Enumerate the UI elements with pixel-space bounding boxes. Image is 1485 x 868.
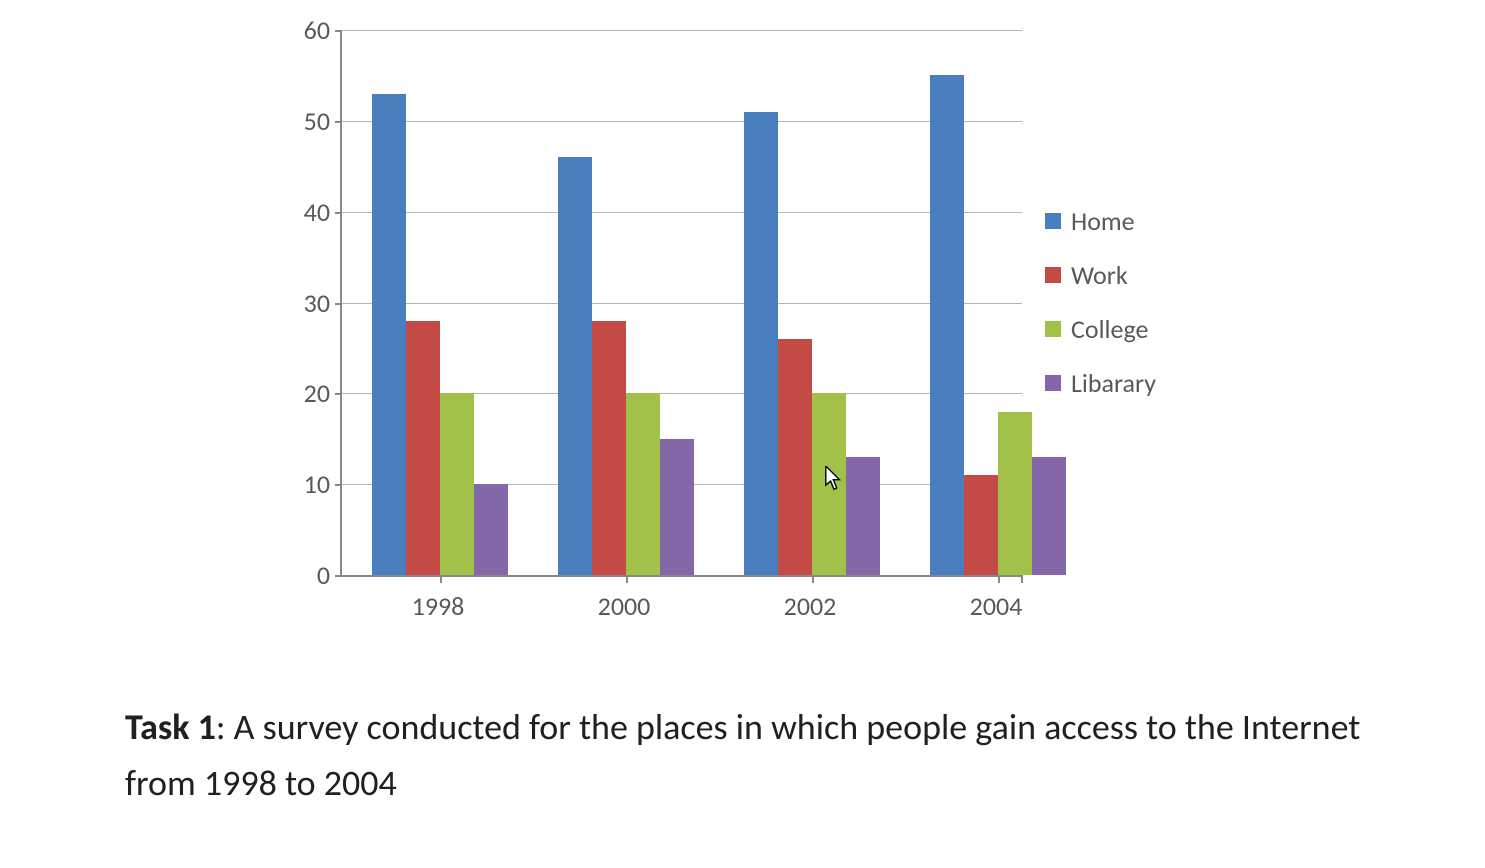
y-tick-label: 60	[285, 14, 330, 46]
y-tick	[335, 393, 342, 395]
x-tick	[626, 575, 628, 583]
x-tick	[812, 575, 814, 583]
bar	[660, 439, 694, 575]
y-tick-label: 20	[285, 377, 330, 409]
x-tick-label: 2000	[598, 590, 651, 622]
task-caption: Task 1: A survey conducted for the place…	[125, 700, 1375, 812]
y-axis-labels: 0 10 20 30 40 50 60	[285, 10, 340, 600]
y-tick-label: 50	[285, 105, 330, 137]
caption-text: : A survey conducted for the places in w…	[125, 705, 1360, 805]
bar	[406, 321, 440, 575]
legend-swatch	[1045, 213, 1061, 229]
x-tick-label: 2002	[784, 590, 837, 622]
y-tick-label: 40	[285, 196, 330, 228]
legend-swatch	[1045, 375, 1061, 391]
legend-swatch	[1045, 267, 1061, 283]
bar	[558, 157, 592, 575]
caption-bold: Task 1	[125, 705, 216, 749]
bar	[964, 475, 998, 575]
y-tick	[335, 212, 342, 214]
y-tick	[335, 30, 342, 32]
x-tick	[1021, 575, 1023, 583]
x-tick	[440, 575, 442, 583]
y-tick	[335, 484, 342, 486]
x-tick-label: 2004	[970, 590, 1023, 622]
legend: Home Work College Libarary	[1045, 205, 1215, 421]
legend-item: Work	[1045, 259, 1215, 291]
legend-item: Home	[1045, 205, 1215, 237]
bar	[812, 393, 846, 575]
bar	[592, 321, 626, 575]
legend-swatch	[1045, 321, 1061, 337]
y-tick	[335, 121, 342, 123]
bar	[440, 393, 474, 575]
bar	[474, 484, 508, 575]
plot-area	[340, 30, 1022, 577]
legend-label: Libarary	[1071, 367, 1156, 399]
bar	[846, 457, 880, 575]
x-tick-label: 1998	[412, 590, 465, 622]
bar	[372, 94, 406, 575]
y-tick	[335, 303, 342, 305]
bar	[626, 393, 660, 575]
bar-chart: 0 10 20 30 40 50 60 1998 2000 2002 2004 Home Work C…	[285, 10, 1215, 650]
bar	[744, 112, 778, 575]
x-axis-labels: 1998 2000 2002 2004	[340, 590, 1020, 630]
page: 0 10 20 30 40 50 60 1998 2000 2002 2004 Home Work C…	[0, 0, 1485, 868]
y-tick-label: 0	[285, 559, 330, 591]
legend-label: College	[1071, 313, 1148, 345]
bars-layer	[342, 30, 1022, 575]
bar	[778, 339, 812, 575]
legend-label: Work	[1071, 259, 1128, 291]
legend-label: Home	[1071, 205, 1135, 237]
x-tick	[998, 575, 1000, 583]
bar	[930, 75, 964, 575]
bar	[1032, 457, 1066, 575]
bar	[998, 412, 1032, 576]
legend-item: Libarary	[1045, 367, 1215, 399]
legend-item: College	[1045, 313, 1215, 345]
y-tick	[335, 575, 342, 577]
y-tick-label: 10	[285, 468, 330, 500]
y-tick-label: 30	[285, 287, 330, 319]
